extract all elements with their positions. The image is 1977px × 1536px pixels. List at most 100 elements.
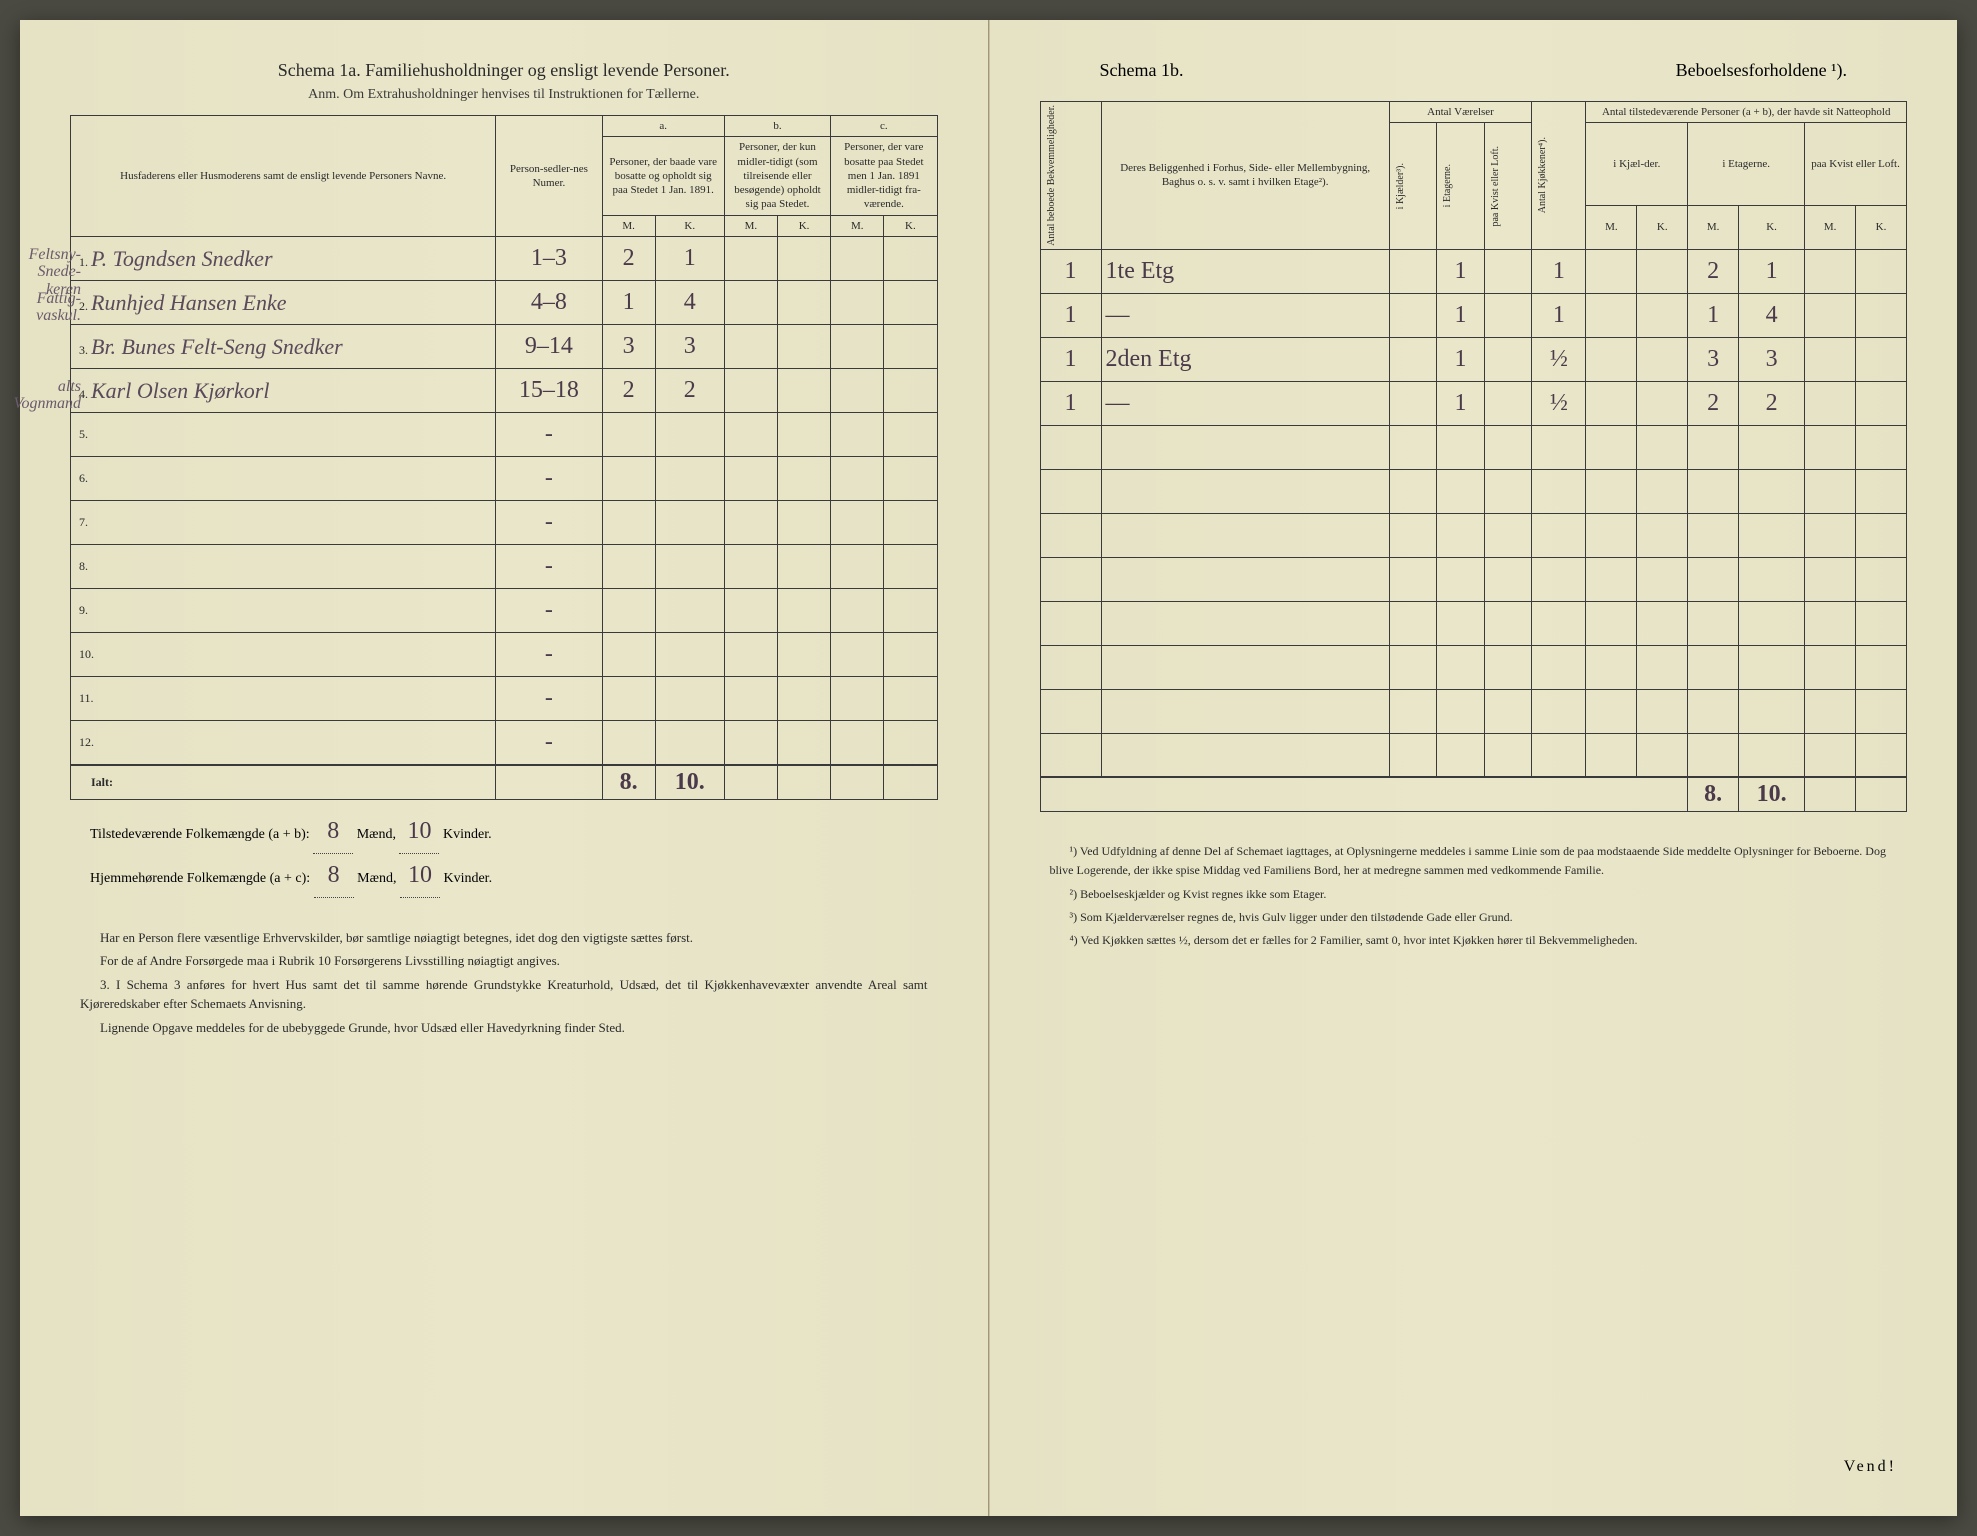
cell-km (1586, 469, 1637, 513)
cell-bk (777, 545, 830, 589)
totals-line1-label: Tilstedeværende Folkemængde (a + b): (90, 827, 310, 842)
cell-kj (1389, 293, 1436, 337)
cell-lm (1805, 381, 1856, 425)
schema-1b-table: Antal beboede Bekvemmeligheder. Deres Be… (1040, 101, 1908, 812)
cell-kk: ½ (1532, 381, 1586, 425)
cell-bm (724, 325, 777, 369)
row-name-cell: alts Vognmand4. Karl Olsen Kjørkorl (71, 369, 496, 413)
cell-am: 3 (602, 325, 655, 369)
cell-pn: 1–3 (496, 237, 602, 281)
row-number: 11. (79, 691, 94, 705)
cell-kj (1389, 557, 1436, 601)
row-number: 10. (79, 647, 94, 661)
cell-kk (1532, 513, 1586, 557)
cell-bm (724, 677, 777, 721)
cell-lk (1856, 425, 1907, 469)
col-b-label: b. (724, 116, 830, 137)
cell-em (1688, 469, 1739, 513)
cell-kk (1532, 645, 1586, 689)
col-c-text: Personer, der vare bosatte paa Stedet me… (831, 137, 937, 215)
col-km: M. (1586, 206, 1637, 250)
col-em: M. (1688, 206, 1739, 250)
row-number: 12. (79, 735, 94, 749)
totals-line1-kend: Kvinder. (443, 827, 492, 842)
cell-kv (1484, 601, 1531, 645)
cell-km (1586, 645, 1637, 689)
instruction-paragraph: Har en Person flere væsentlige Erhvervsk… (80, 928, 928, 948)
col-antal-kjokkener: Antal Kjøkkener⁴). (1536, 137, 1549, 213)
cell-bel (1101, 557, 1389, 601)
schema-1b-subtitle: Beboelsesforholdene ¹). (1676, 60, 1847, 81)
col-a-label: a. (602, 116, 724, 137)
table-row: 11te Etg1121 (1040, 249, 1907, 293)
cell-et: 1 (1437, 337, 1484, 381)
col-person-num: Person-sedler-nes Numer. (496, 116, 602, 237)
table-row (1040, 733, 1907, 777)
cell-kk2 (1637, 733, 1688, 777)
cell-am: 2 (602, 369, 655, 413)
footnote-paragraph: ⁴) Ved Kjøkken sættes ½, dersom det er f… (1050, 931, 1898, 950)
cell-cm (831, 413, 884, 457)
cell-bm (724, 369, 777, 413)
cell-cm (831, 369, 884, 413)
totals-line2-k: 10 (400, 854, 440, 898)
cell-lk (1856, 733, 1907, 777)
cell-ab (1040, 425, 1101, 469)
cell-kv (1484, 425, 1531, 469)
totals-line2-m: 8 (314, 854, 354, 898)
row-name-cell: 11. (71, 677, 496, 721)
cell-bel: — (1101, 381, 1389, 425)
cell-pn: 4–8 (496, 281, 602, 325)
margin-note: alts Vognmand (11, 378, 81, 413)
col-b-m: M. (724, 215, 777, 236)
col-ek: K. (1739, 206, 1805, 250)
cell-bk (777, 721, 830, 765)
table-row: 8. - (71, 545, 938, 589)
col-beliggenhed: Deres Beliggenhed i Forhus, Side- eller … (1101, 102, 1389, 250)
row-number: 5. (79, 427, 88, 441)
cell-lm (1805, 513, 1856, 557)
table-row: 3. Br. Bunes Felt-Seng Snedker9–1433 (71, 325, 938, 369)
cell-et (1437, 513, 1484, 557)
cell-et: 1 (1437, 249, 1484, 293)
footnote-paragraph: ²) Beboelseskjælder og Kvist regnes ikke… (1050, 885, 1898, 904)
cell-bel (1101, 601, 1389, 645)
col-i-kjael-der: i Kjæl-der. (1586, 123, 1688, 206)
instruction-paragraph: Lignende Opgave meddeles for de ubebygge… (80, 1018, 928, 1038)
cell-pn: - (496, 413, 602, 457)
cell-lk (1856, 337, 1907, 381)
cell-lm (1805, 249, 1856, 293)
cell-bk (777, 501, 830, 545)
cell-am (602, 633, 655, 677)
cell-cm (831, 325, 884, 369)
col-c-k: K. (884, 215, 937, 236)
cell-ck (884, 545, 937, 589)
cell-ek (1739, 425, 1805, 469)
col-antal-vaerelser: Antal Værelser (1389, 102, 1531, 123)
col-c-label: c. (831, 116, 937, 137)
table-row: 10. - (71, 633, 938, 677)
row-number: 3. (79, 343, 91, 357)
cell-ek: 3 (1739, 337, 1805, 381)
cell-kv (1484, 557, 1531, 601)
cell-kv (1484, 337, 1531, 381)
cell-bm (724, 633, 777, 677)
cell-ak (655, 413, 724, 457)
row-number: 6. (79, 471, 88, 485)
cell-et: 1 (1437, 381, 1484, 425)
cell-pn: - (496, 545, 602, 589)
cell-pn: - (496, 633, 602, 677)
cell-em (1688, 645, 1739, 689)
cell-ak (655, 721, 724, 765)
cell-ek: 4 (1739, 293, 1805, 337)
schema-1b-title: Schema 1b. (1100, 60, 1184, 81)
row-name-cell: 12. (71, 721, 496, 765)
table-row (1040, 425, 1907, 469)
cell-km (1586, 425, 1637, 469)
cell-bm (724, 457, 777, 501)
cell-pn: - (496, 501, 602, 545)
cell-ek: 2 (1739, 381, 1805, 425)
cell-kj (1389, 689, 1436, 733)
cell-bk (777, 369, 830, 413)
cell-em (1688, 513, 1739, 557)
